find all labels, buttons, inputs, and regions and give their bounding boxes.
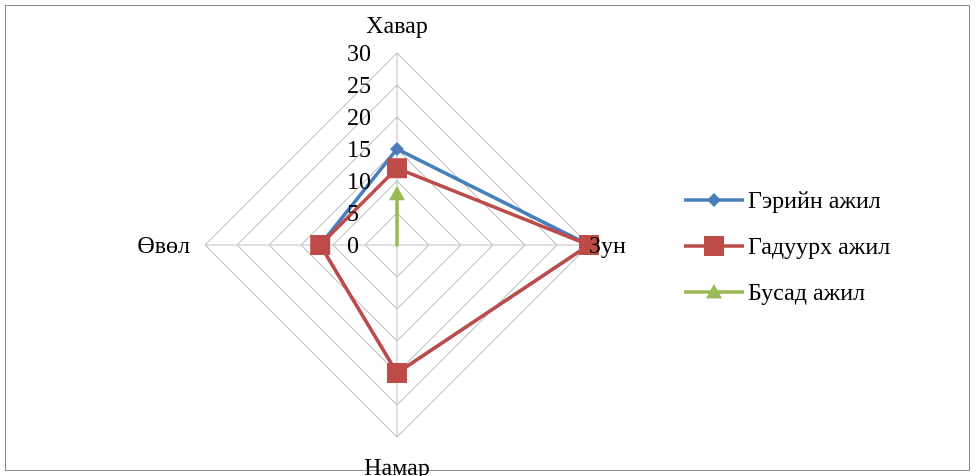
series-3 bbox=[389, 185, 405, 247]
data-point bbox=[387, 363, 407, 383]
tick-label: 25 bbox=[347, 73, 371, 99]
legend-item: Гадуурх ажил bbox=[684, 234, 890, 260]
tick-label: 30 bbox=[347, 41, 371, 67]
legend: Гэрийн ажил Гадуурх ажил Бусад ажил bbox=[684, 188, 890, 306]
radar-tick-labels: 0 5 10 15 20 25 30 bbox=[347, 41, 371, 259]
data-point bbox=[310, 235, 331, 255]
axis-label: Зун bbox=[589, 233, 626, 259]
data-point bbox=[390, 142, 404, 156]
chart-frame bbox=[5, 5, 970, 471]
radar-grid bbox=[204, 52, 590, 438]
data-point bbox=[579, 235, 599, 255]
legend-marker bbox=[704, 236, 724, 256]
series-line bbox=[318, 166, 591, 375]
axis-label: Намар bbox=[364, 455, 430, 476]
tick-label: 15 bbox=[347, 137, 371, 163]
legend-marker bbox=[707, 193, 721, 207]
radar-series bbox=[310, 142, 599, 383]
legend-label: Бусад ажил bbox=[748, 280, 865, 306]
axis-label: Өвөл bbox=[137, 233, 190, 259]
series-2 bbox=[310, 158, 599, 383]
legend-item: Бусад ажил bbox=[684, 280, 865, 306]
tick-label: 0 bbox=[347, 233, 359, 259]
legend-item: Гэрийн ажил bbox=[684, 188, 881, 214]
legend-label: Гадуурх ажил bbox=[748, 234, 890, 260]
tick-label: 10 bbox=[347, 169, 371, 195]
axis-label: Хавар bbox=[366, 13, 428, 39]
tick-label: 5 bbox=[347, 201, 359, 227]
radar-axis-labels: Хавар Зун Намар Өвөл bbox=[137, 13, 626, 476]
legend-label: Гэрийн ажил bbox=[748, 188, 881, 214]
data-point bbox=[387, 158, 407, 179]
tick-label: 20 bbox=[347, 105, 371, 131]
data-point bbox=[389, 185, 405, 201]
legend-marker bbox=[706, 284, 722, 299]
